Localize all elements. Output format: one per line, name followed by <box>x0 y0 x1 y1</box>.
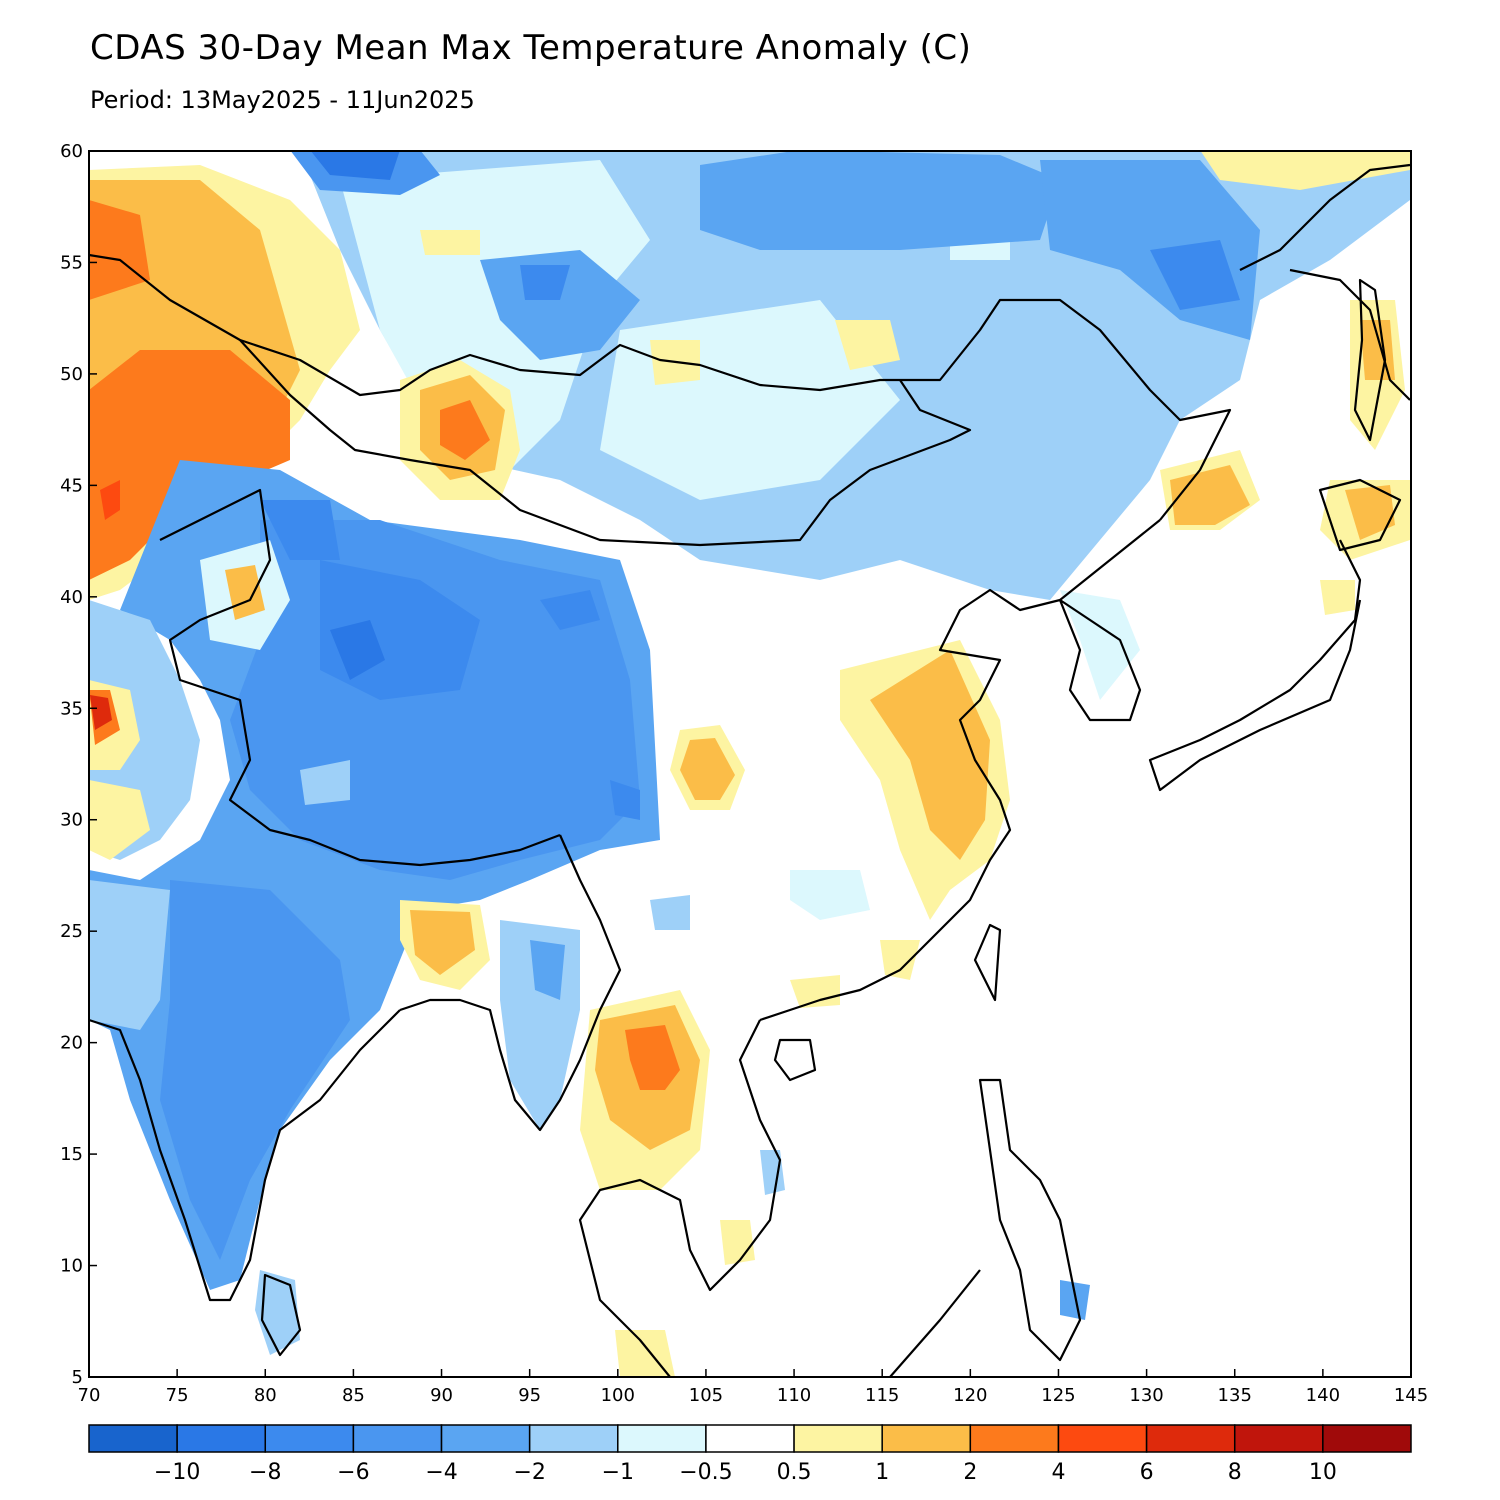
longitude-axis: 70 75 80 85 90 95 100 105 110 115 120 125 130 135 140 1… <box>78 1369 1428 1406</box>
lat-tick-label: 30 <box>60 810 83 831</box>
lat-tick-label: 60 <box>60 141 83 162</box>
lon-tick-label: 80 <box>254 1385 277 1406</box>
mongolia-border <box>239 339 972 547</box>
colorbar-swatch <box>1145 1424 1236 1453</box>
colorbar-label: −4 <box>425 1460 457 1485</box>
colorbar: −10 −8 −6 −4 −2 −1 −0.5 0.5 1 2 4 6 8 10 <box>88 1424 1412 1485</box>
colorbar-label: −2 <box>513 1460 545 1485</box>
colorbar-label: −8 <box>249 1460 281 1485</box>
colorbar-label: −0.5 <box>679 1460 732 1485</box>
indochina-coast <box>578 1019 782 1377</box>
colorbar-swatch <box>1322 1424 1412 1453</box>
lat-tick-label: 40 <box>60 587 83 608</box>
japan-coast <box>1148 539 1362 792</box>
lon-tick-label: 130 <box>1129 1385 1163 1406</box>
colorbar-swatch <box>793 1424 883 1453</box>
map-title: CDAS 30-Day Mean Max Temperature Anomaly… <box>90 28 972 68</box>
colorbar-swatch <box>528 1424 619 1453</box>
sri-lanka-coast <box>260 1273 302 1357</box>
lat-tick-label: 50 <box>60 364 83 385</box>
taiwan-coast <box>973 923 1002 1002</box>
colorbar-label: −6 <box>337 1460 369 1485</box>
hainan-coast <box>773 1038 817 1082</box>
russia-border <box>89 253 1232 521</box>
colorbar-label: 2 <box>963 1460 977 1485</box>
colorbar-label: 4 <box>1051 1460 1065 1485</box>
lat-tick-label: 25 <box>60 921 83 942</box>
russia-pacific-coast <box>1239 163 1411 271</box>
colorbar-swatch <box>440 1424 531 1453</box>
colorbar-swatch <box>881 1424 972 1453</box>
colorbar-label: 0.5 <box>777 1460 812 1485</box>
plot-frame <box>88 150 1412 1378</box>
china-west-border <box>159 488 561 867</box>
colorbar-swatch <box>1233 1424 1324 1453</box>
lon-tick-label: 110 <box>777 1385 811 1406</box>
lat-tick-label: 55 <box>60 252 83 273</box>
colorbar-label: 1 <box>875 1460 889 1485</box>
lon-tick-label: 125 <box>1041 1385 1075 1406</box>
colorbar-label: −10 <box>154 1460 200 1485</box>
lon-tick-label: 75 <box>166 1385 189 1406</box>
lat-tick-label: 5 <box>72 1367 83 1388</box>
colorbar-swatch <box>264 1424 355 1453</box>
coastlines <box>89 163 1411 1377</box>
lon-tick-label: 140 <box>1306 1385 1340 1406</box>
colorbar-swatch <box>705 1424 795 1453</box>
korea-coast <box>1058 598 1142 722</box>
lon-tick-label: 95 <box>518 1385 541 1406</box>
lon-tick-label: 90 <box>430 1385 453 1406</box>
latitude-axis: 5 10 15 20 25 30 35 40 45 50 55 60 <box>60 141 97 1388</box>
colorbar-swatch <box>969 1424 1060 1453</box>
lon-tick-label: 105 <box>689 1385 723 1406</box>
lon-tick-label: 120 <box>953 1385 987 1406</box>
lon-tick-label: 70 <box>78 1385 101 1406</box>
map-field <box>89 151 1411 1377</box>
colorbar-label: 10 <box>1309 1460 1337 1485</box>
lat-tick-label: 35 <box>60 698 83 719</box>
colorbar-swatch <box>176 1424 267 1453</box>
colorbar-label: 8 <box>1228 1460 1242 1485</box>
colorbar-swatch <box>617 1424 707 1453</box>
lon-tick-label: 115 <box>865 1385 899 1406</box>
lon-tick-label: 100 <box>601 1385 635 1406</box>
lat-tick-label: 20 <box>60 1033 83 1054</box>
colorbar-label: 6 <box>1140 1460 1154 1485</box>
colorbar-label: −1 <box>602 1460 634 1485</box>
china-east-coast <box>759 519 1161 1022</box>
myanmar-coast <box>399 834 622 1132</box>
colorbar-swatch <box>1057 1424 1148 1453</box>
india-coast <box>89 1009 401 1302</box>
lon-tick-label: 135 <box>1218 1385 1252 1406</box>
lat-tick-label: 10 <box>60 1256 83 1277</box>
lon-tick-label: 85 <box>342 1385 365 1406</box>
lon-tick-label: 145 <box>1394 1385 1428 1406</box>
lat-tick-label: 15 <box>60 1144 83 1165</box>
colorbar-swatch <box>88 1424 178 1453</box>
colorbar-swatch <box>352 1424 443 1453</box>
lat-tick-label: 45 <box>60 475 83 496</box>
map-subtitle: Period: 13May2025 - 11Jun2025 <box>90 86 475 114</box>
philippines-coast <box>978 1078 1082 1362</box>
